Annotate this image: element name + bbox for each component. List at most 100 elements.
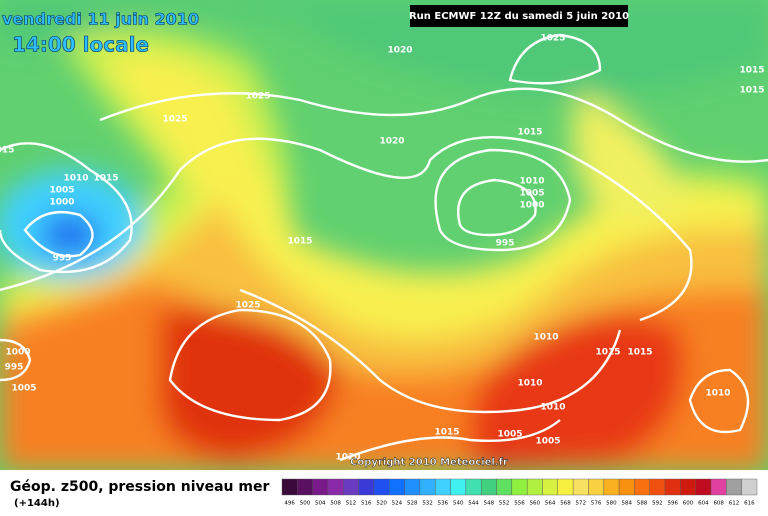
isobar-label: 1020 xyxy=(379,137,404,147)
isobar-label: 1005 xyxy=(497,430,522,440)
scale-label: 612 xyxy=(729,501,740,507)
isobar-label: 1015 xyxy=(627,348,652,358)
isobar-label: 1025 xyxy=(540,34,565,44)
footer-title: Géop. z500, pression niveau mer xyxy=(10,479,269,495)
scale-label: 504 xyxy=(315,501,326,507)
run-info: Run ECMWF 12Z du samedi 5 juin 2010 xyxy=(409,11,629,22)
scale-cell xyxy=(603,478,620,496)
isobar-label: 1000 xyxy=(519,201,544,211)
isobar-label: 1010 xyxy=(705,389,730,399)
isobar xyxy=(0,142,133,274)
isobar-label: 1015 xyxy=(434,428,459,438)
scale-label: 604 xyxy=(698,501,709,507)
scale-cell xyxy=(695,478,712,496)
scale-cell xyxy=(358,478,375,496)
isobar-label: 995 xyxy=(53,254,72,264)
isobar xyxy=(688,368,750,434)
isobar xyxy=(99,87,768,163)
scale-label: 592 xyxy=(652,501,663,507)
isobar xyxy=(0,136,693,322)
scale-label: 568 xyxy=(560,501,571,507)
isobar-label: 1005 xyxy=(11,384,36,394)
isobar-label: 1005 xyxy=(519,189,544,199)
scale-label: 496 xyxy=(284,501,295,507)
run-box xyxy=(410,5,628,27)
scale-cell xyxy=(526,478,543,496)
scale-cell xyxy=(419,478,436,496)
isobar-label: 1015 xyxy=(93,174,118,184)
scale-label: 584 xyxy=(622,501,633,507)
isobar xyxy=(434,148,572,252)
isobar-label: 1000 xyxy=(49,198,74,208)
isobar xyxy=(23,211,94,258)
scale-label: 512 xyxy=(346,501,357,507)
forecast-time: 14:00 locale xyxy=(12,33,149,57)
scale-cell xyxy=(373,478,390,496)
scale-cell xyxy=(327,478,344,496)
isobar-label: 015 xyxy=(0,146,14,156)
isobar-label: 1015 xyxy=(517,128,542,138)
isobar-label: 1020 xyxy=(335,453,360,463)
scale-cell xyxy=(450,478,467,496)
isobar-label: 1010 xyxy=(533,333,558,343)
isobar-label: 1005 xyxy=(535,437,560,447)
scale-label: 588 xyxy=(637,501,648,507)
scale-label: 580 xyxy=(606,501,617,507)
lead-time: (+144h) xyxy=(14,498,60,509)
scale-cell xyxy=(710,478,727,496)
isobar-label: 1000 xyxy=(5,348,30,358)
isobar-label: 995 xyxy=(5,363,24,373)
isobar-label: 1015 xyxy=(287,237,312,247)
scale-cell xyxy=(588,478,604,496)
color-scale: 496 500 504 508 512 516 520 524 528 532 536 540 544 5… xyxy=(281,478,758,507)
isobar-labels: 1020 1025 1015 1015 1025 1025 1020 1015 015 1010 1… xyxy=(0,34,765,463)
isobar-label: 1020 xyxy=(387,46,412,56)
scale-label: 524 xyxy=(392,501,403,507)
isobar xyxy=(508,33,602,85)
scale-cell xyxy=(634,478,650,496)
isobars xyxy=(0,33,768,462)
isobar-label: 1010 xyxy=(517,379,542,389)
scale-label: 532 xyxy=(422,501,433,507)
isobar-label: 1025 xyxy=(245,92,270,102)
scale-label: 576 xyxy=(591,501,602,507)
field xyxy=(0,0,768,471)
scale-cell xyxy=(496,478,513,496)
scale-label: 564 xyxy=(545,501,556,507)
scale-label: 540 xyxy=(453,501,464,507)
isobar-label: 1010 xyxy=(519,177,544,187)
scale-label: 548 xyxy=(484,501,495,507)
scale-label: 516 xyxy=(361,501,372,507)
scale-cell xyxy=(297,478,313,496)
isobar xyxy=(457,178,537,237)
scale-label: 528 xyxy=(407,501,418,507)
scale-label: 556 xyxy=(514,501,525,507)
isobar-label: 1025 xyxy=(235,301,260,311)
scale-cell xyxy=(389,478,405,496)
isobar xyxy=(168,308,332,422)
scale-cell xyxy=(435,478,451,496)
scale-cell xyxy=(343,478,359,496)
isobar-label: 995 xyxy=(496,239,515,249)
copyright: Copyright 2010 Meteociel.fr xyxy=(350,457,508,468)
scale-label: 560 xyxy=(530,501,541,507)
isobar xyxy=(0,338,32,382)
isobar-label: 1010 xyxy=(540,403,565,413)
scale-cell xyxy=(312,478,329,496)
scale-label: 544 xyxy=(468,501,479,507)
scale-cell xyxy=(480,478,497,496)
scale-cell xyxy=(465,478,482,496)
scale-label: 608 xyxy=(713,501,724,507)
scale-cell xyxy=(680,478,696,496)
scale-label: 596 xyxy=(667,501,678,507)
isobar-label: 1025 xyxy=(162,115,187,125)
scale-cell xyxy=(741,478,758,496)
isobar-label: 1015 xyxy=(739,66,764,76)
scale-label: 508 xyxy=(330,501,341,507)
scale-label: 520 xyxy=(376,501,387,507)
scale-label: 536 xyxy=(438,501,449,507)
scale-cell xyxy=(511,478,528,496)
scale-cell xyxy=(557,478,574,496)
isobar-label: 1015 xyxy=(739,86,764,96)
